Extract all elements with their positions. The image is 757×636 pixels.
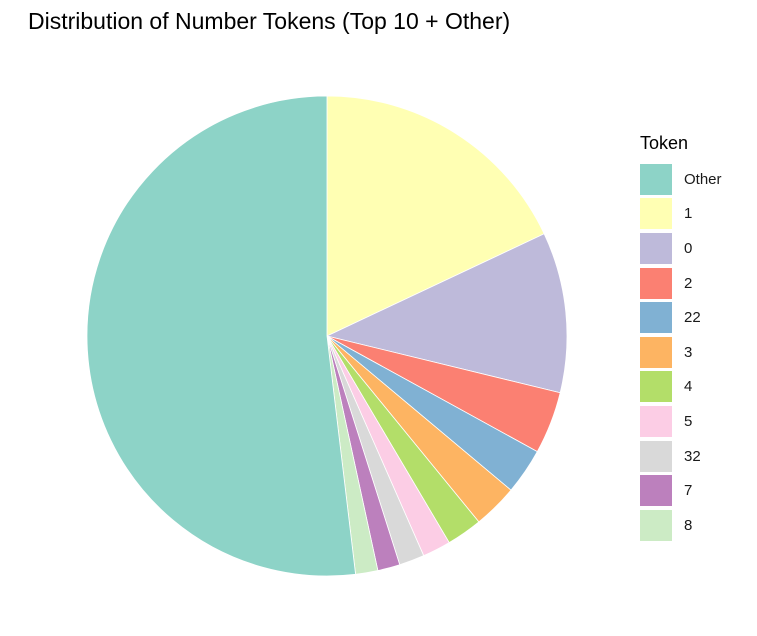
legend-label: 4: [684, 378, 693, 396]
legend: Token Other 1 0 2 22 3 4 5 32 7 8: [640, 130, 722, 543]
legend-item-0: 0: [640, 231, 722, 266]
legend-swatch: [640, 475, 672, 507]
legend-title: Token: [640, 133, 689, 153]
legend-item-32: 32: [640, 439, 722, 474]
legend-label: 8: [684, 516, 693, 534]
legend-label: 3: [684, 343, 693, 361]
legend-swatch: [640, 405, 672, 437]
legend-swatch: [640, 509, 672, 541]
legend-swatch: [640, 267, 672, 299]
legend-items: Other 1 0 2 22 3 4 5 32 7 8: [640, 162, 722, 543]
legend-label: 1: [684, 205, 693, 223]
legend-item-4: 4: [640, 370, 722, 405]
legend-swatch: [640, 232, 672, 264]
legend-swatch: [640, 440, 672, 472]
legend-label: 32: [684, 447, 701, 465]
chart-title: Distribution of Number Tokens (Top 10 + …: [28, 8, 511, 34]
legend-swatch: [640, 198, 672, 230]
legend-item-8: 8: [640, 508, 722, 543]
legend-item-other: Other: [640, 162, 722, 197]
legend-label: 22: [684, 309, 701, 327]
legend-item-22: 22: [640, 300, 722, 335]
legend-label: 5: [684, 412, 693, 430]
legend-label: 7: [684, 482, 693, 500]
legend-label: Other: [684, 170, 722, 188]
legend-item-3: 3: [640, 335, 722, 370]
legend-swatch: [640, 302, 672, 334]
pie-slice-other: [86, 95, 357, 577]
legend-swatch: [640, 336, 672, 368]
legend-item-7: 7: [640, 473, 722, 508]
legend-item-5: 5: [640, 404, 722, 439]
pie-slices: [86, 95, 568, 577]
legend-label: 2: [684, 274, 693, 292]
pie-slice-1: [326, 95, 545, 337]
legend-item-1: 1: [640, 197, 722, 232]
legend-swatch: [640, 163, 672, 195]
legend-label: 0: [684, 239, 693, 257]
legend-swatch: [640, 371, 672, 403]
legend-item-2: 2: [640, 266, 722, 301]
pie-slice-0: [325, 233, 568, 394]
